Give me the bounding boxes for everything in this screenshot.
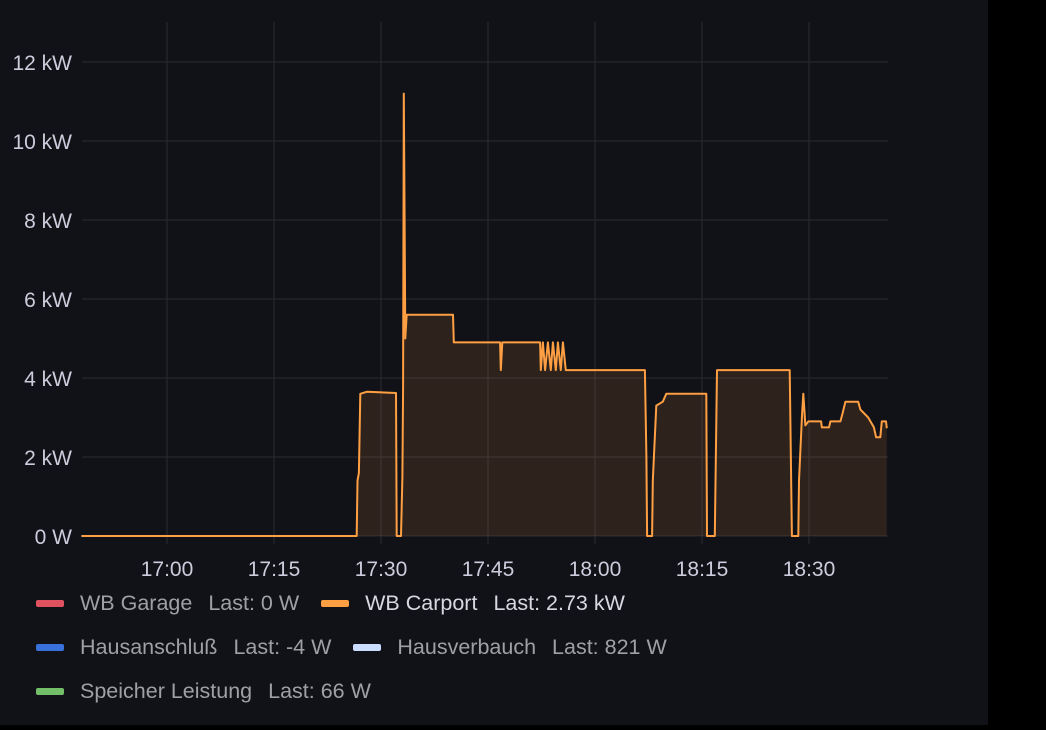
legend-swatch [353,643,382,651]
legend-item-wb-garage[interactable]: WB Garage Last: 0 W [36,586,299,620]
x-tick-label: 17:45 [462,558,515,581]
legend-last-value: Last: 2.73 kW [493,590,625,615]
legend-label: Hausverbauch [397,634,537,659]
timeseries-panel: 0 W 2 kW 4 kW 6 kW 8 kW 10 kW 12 kW 17:00 17:15… [0,0,988,725]
legend-label: WB Garage [80,590,193,615]
x-tick-label: 18:15 [676,558,729,581]
x-tick-label: 18:30 [783,558,836,581]
y-axis: 0 W 2 kW 4 kW 6 kW 8 kW 10 kW 12 kW [12,52,72,549]
legend-swatch [36,643,64,651]
legend-item-speicher-leistung[interactable]: Speicher Leistung Last: 66 W [36,674,371,708]
legend-swatch [321,599,350,607]
legend-last-value: Last: 821 W [552,634,667,659]
legend-label: Speicher Leistung [80,678,253,703]
y-tick-label: 4 kW [24,368,72,391]
legend-item-wb-carport[interactable]: WB Carport Last: 2.73 kW [321,586,625,620]
x-tick-label: 17:30 [355,558,408,581]
legend-item-hausanschluss[interactable]: Hausanschluß Last: -4 W [36,630,331,664]
x-tick-label: 17:00 [141,558,194,581]
y-tick-label: 8 kW [24,210,72,233]
legend-last-value: Last: 0 W [208,590,300,615]
grid [82,22,888,544]
legend-last-value: Last: 66 W [268,678,371,703]
legend-last-value: Last: -4 W [233,634,332,659]
plot-area [81,92,888,537]
y-tick-label: 0 W [35,526,73,549]
y-tick-label: 2 kW [24,447,72,470]
y-tick-label: 12 kW [12,52,72,75]
series-line-wb-carport [81,92,888,537]
legend-label: WB Carport [365,590,478,615]
x-tick-label: 18:00 [569,558,622,581]
y-tick-label: 10 kW [12,131,72,154]
legend-swatch [36,687,64,695]
legend-swatch [36,599,64,607]
x-tick-label: 17:15 [248,558,301,581]
legend-item-hausverbauch[interactable]: Hausverbauch Last: 821 W [353,630,667,664]
legend: WB Garage Last: 0 W WB Carport Last: 2.7… [36,586,776,708]
y-tick-label: 6 kW [24,289,72,312]
series-area-wb-carport [81,93,887,536]
power-chart[interactable]: 0 W 2 kW 4 kW 6 kW 8 kW 10 kW 12 kW 17:00 17:15… [0,0,988,590]
x-axis: 17:00 17:15 17:30 17:45 18:00 18:15 18:30 [141,558,836,581]
legend-label: Hausanschluß [80,634,218,659]
